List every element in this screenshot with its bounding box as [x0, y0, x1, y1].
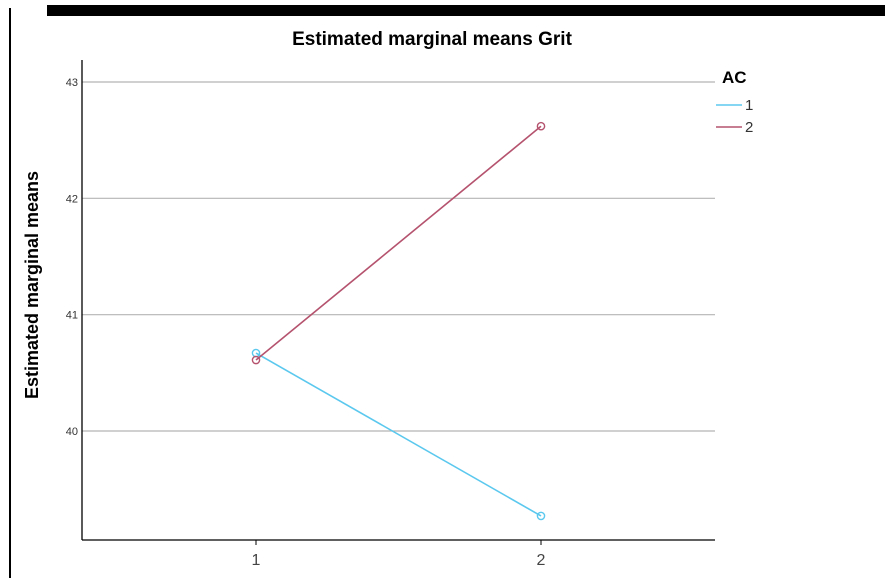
point-series-2-x-2: [536, 121, 546, 131]
top-border-bar: [47, 5, 885, 16]
point-series-2-x-1: [251, 355, 261, 365]
point-series-1-x-1: [251, 348, 261, 358]
series-line-2: [255, 125, 542, 361]
legend-title: AC: [722, 68, 747, 87]
gridlines: [82, 81, 715, 432]
y-tick-labels: 40 41 42 43: [66, 77, 78, 438]
legend-label-2: 2: [745, 119, 753, 136]
y-tick-label-43: 43: [66, 77, 78, 89]
point-series-1-x-2: [536, 511, 546, 521]
series-lines: [251, 121, 546, 521]
left-edge-line: [9, 8, 11, 578]
chart-title: Estimated marginal means Grit: [292, 29, 572, 50]
x-tick-label-1: 1: [252, 552, 261, 569]
series-line-1: [255, 352, 542, 517]
y-axis-label: Estimated marginal means: [22, 171, 42, 399]
legend: AC 1 2: [716, 68, 753, 136]
y-tick-label-41: 41: [66, 310, 78, 322]
y-tick-label-42: 42: [66, 193, 78, 205]
x-tick-label-2: 2: [537, 552, 546, 569]
legend-label-1: 1: [745, 97, 753, 114]
y-tick-label-40: 40: [66, 426, 78, 438]
axes: [81, 60, 715, 541]
